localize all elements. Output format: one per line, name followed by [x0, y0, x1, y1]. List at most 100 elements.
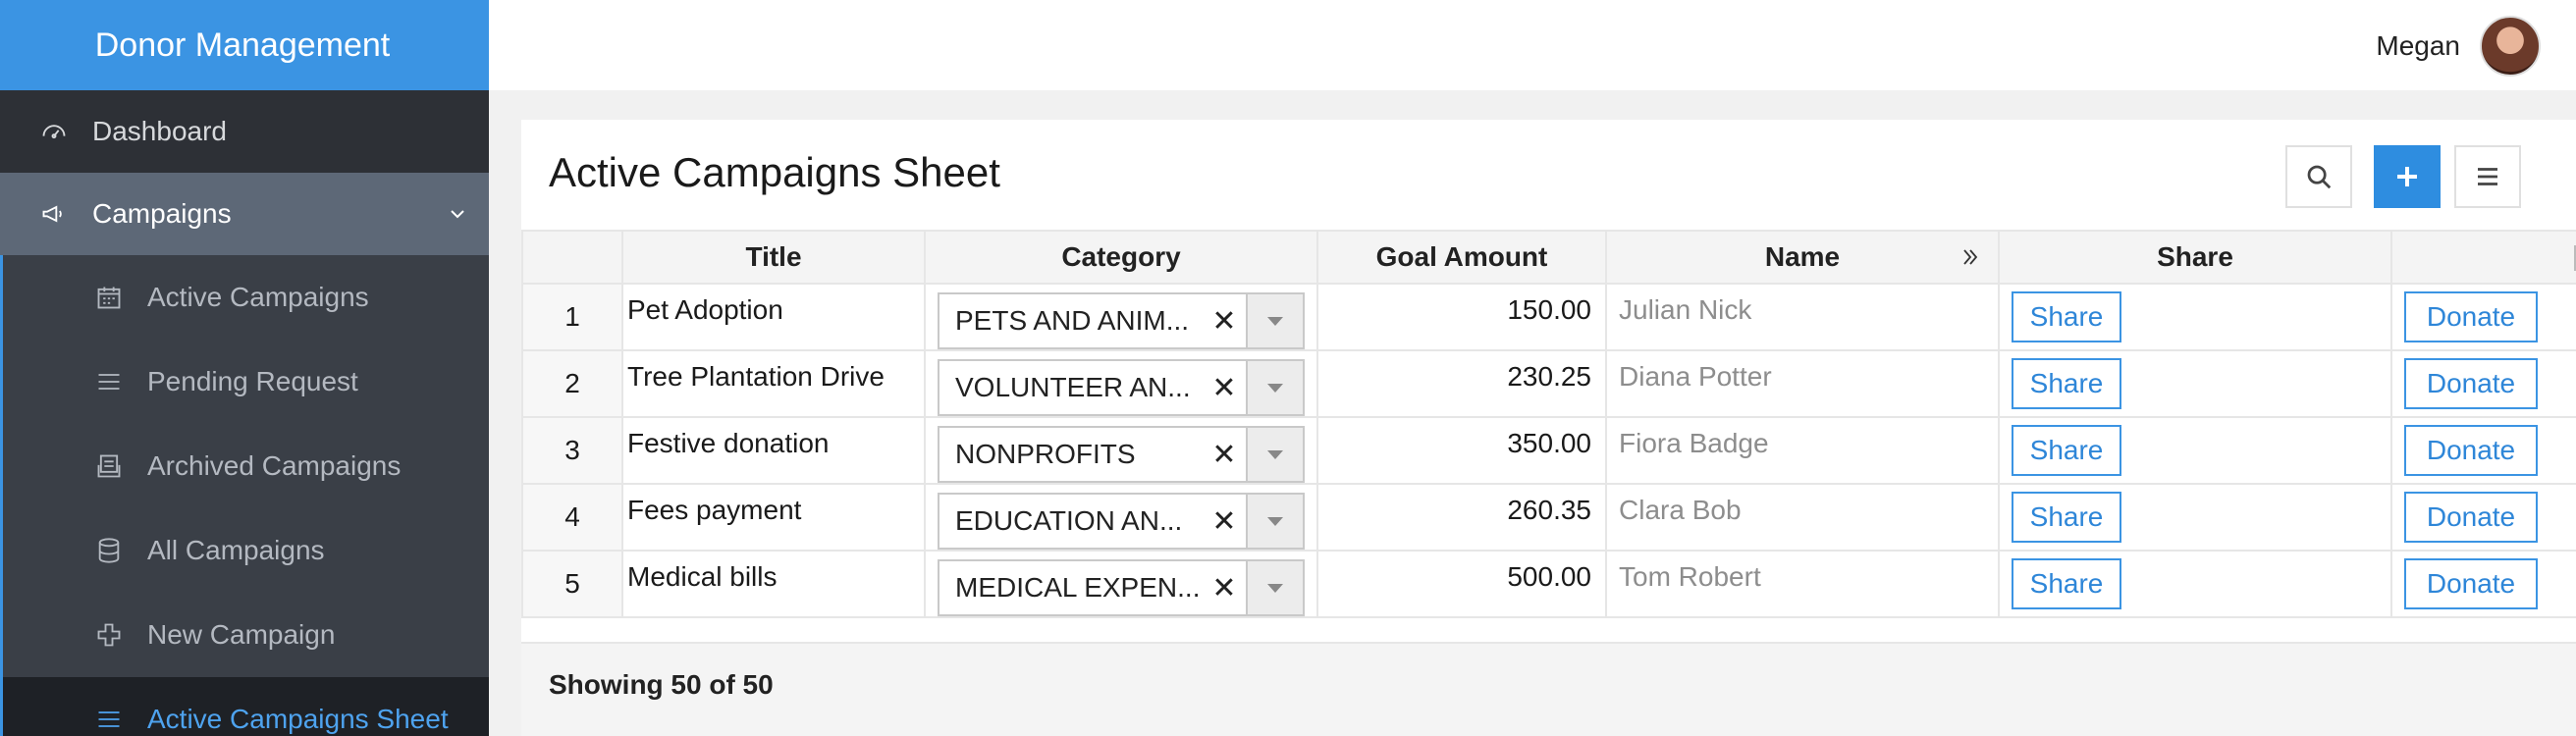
- share-cell: Share: [1998, 283, 2392, 351]
- goal-amount-cell[interactable]: 150.00: [1316, 283, 1607, 351]
- database-icon: [94, 536, 124, 565]
- category-select[interactable]: EDUCATION AN... ✕: [938, 493, 1305, 550]
- clear-icon[interactable]: ✕: [1211, 504, 1237, 538]
- list-icon: [94, 367, 124, 396]
- dropdown-toggle[interactable]: [1246, 361, 1303, 414]
- user-menu[interactable]: Megan: [2376, 16, 2541, 77]
- donate-button[interactable]: Donate: [2404, 291, 2538, 342]
- sidebar-item-active-campaigns[interactable]: Active Campaigns: [3, 255, 489, 340]
- add-icon: [2397, 167, 2417, 186]
- sidebar: Donor Management Dashboard Campaigns Act…: [0, 0, 489, 736]
- column-header-share[interactable]: Share: [1998, 230, 2392, 285]
- archive-icon: [94, 451, 124, 481]
- clear-icon[interactable]: ✕: [1211, 438, 1237, 471]
- table-row[interactable]: 1 Pet Adoption PETS AND ANIM... ✕ 150.00…: [521, 283, 2576, 351]
- dropdown-toggle[interactable]: [1246, 495, 1303, 548]
- sidebar-item-label: Active Campaigns Sheet: [147, 704, 449, 734]
- name-cell[interactable]: Julian Nick: [1605, 283, 2000, 351]
- sidebar-item-new-campaign[interactable]: New Campaign: [3, 593, 489, 677]
- title-cell[interactable]: Tree Plantation Drive: [621, 349, 926, 418]
- column-header-name[interactable]: Name: [1605, 230, 2000, 285]
- table-row[interactable]: 5 Medical bills MEDICAL EXPEN... ✕ 500.0…: [521, 550, 2576, 618]
- share-button[interactable]: Share: [2012, 425, 2121, 476]
- name-cell[interactable]: Fiora Badge: [1605, 416, 2000, 485]
- search-icon: [2307, 165, 2332, 189]
- sidebar-item-active-campaigns-sheet[interactable]: Active Campaigns Sheet: [3, 677, 489, 736]
- category-cell: NONPROFITS ✕: [924, 416, 1318, 485]
- list-icon: [94, 705, 124, 734]
- name-cell[interactable]: Clara Bob: [1605, 483, 2000, 552]
- share-button[interactable]: Share: [2012, 558, 2121, 609]
- campaigns-grid: Title Category Goal Amount Name Share 1 …: [521, 230, 2576, 618]
- sidebar-item-archived-campaigns[interactable]: Archived Campaigns: [3, 424, 489, 508]
- donate-button[interactable]: Donate: [2404, 558, 2538, 609]
- title-cell[interactable]: Medical bills: [621, 550, 926, 618]
- category-select[interactable]: PETS AND ANIM... ✕: [938, 292, 1305, 349]
- caret-down-icon: [1267, 583, 1283, 593]
- column-header-index: [521, 230, 623, 285]
- sidebar-item-label: Archived Campaigns: [147, 450, 402, 481]
- sidebar-item-all-campaigns[interactable]: All Campaigns: [3, 508, 489, 593]
- user-name: Megan: [2376, 30, 2460, 61]
- category-cell: MEDICAL EXPEN... ✕: [924, 550, 1318, 618]
- row-index: 2: [521, 349, 623, 418]
- caret-down-icon: [1267, 316, 1283, 326]
- column-header-category[interactable]: Category: [924, 230, 1318, 285]
- clear-icon[interactable]: ✕: [1211, 571, 1237, 605]
- sidebar-item-campaigns[interactable]: Campaigns: [0, 173, 489, 255]
- title-cell[interactable]: Pet Adoption: [621, 283, 926, 351]
- row-index: 3: [521, 416, 623, 485]
- megaphone-icon: [39, 199, 69, 229]
- share-button[interactable]: Share: [2012, 492, 2121, 543]
- sidebar-item-pending-request[interactable]: Pending Request: [3, 340, 489, 424]
- table-row[interactable]: 4 Fees payment EDUCATION AN... ✕ 260.35 …: [521, 483, 2576, 552]
- column-resize-handle[interactable]: [2574, 245, 2576, 271]
- avatar[interactable]: [2480, 16, 2541, 77]
- title-cell[interactable]: Fees payment: [621, 483, 926, 552]
- share-button[interactable]: Share: [2012, 358, 2121, 409]
- dropdown-toggle[interactable]: [1246, 561, 1303, 614]
- share-cell: Share: [1998, 483, 2392, 552]
- table-row[interactable]: 3 Festive donation NONPROFITS ✕ 350.00 F…: [521, 416, 2576, 485]
- goal-amount-cell[interactable]: 500.00: [1316, 550, 1607, 618]
- sidebar-item-label: Campaigns: [92, 198, 232, 229]
- add-button[interactable]: [2374, 145, 2441, 208]
- category-select[interactable]: VOLUNTEER AN... ✕: [938, 359, 1305, 416]
- category-select[interactable]: NONPROFITS ✕: [938, 426, 1305, 483]
- category-value: PETS AND ANIM...: [955, 305, 1190, 336]
- name-cell[interactable]: Diana Potter: [1605, 349, 2000, 418]
- table-row[interactable]: 2 Tree Plantation Drive VOLUNTEER AN... …: [521, 349, 2576, 418]
- chevrons-right-icon[interactable]: [1959, 245, 1982, 269]
- menu-button[interactable]: [2454, 145, 2521, 208]
- donate-cell: Donate: [2390, 283, 2576, 351]
- goal-amount-cell[interactable]: 230.25: [1316, 349, 1607, 418]
- search-button[interactable]: [2285, 145, 2352, 208]
- column-header-goal-amount[interactable]: Goal Amount: [1316, 230, 1607, 285]
- donate-button[interactable]: Donate: [2404, 358, 2538, 409]
- donate-button[interactable]: Donate: [2404, 492, 2538, 543]
- sidebar-item-dashboard[interactable]: Dashboard: [0, 90, 489, 173]
- dropdown-toggle[interactable]: [1246, 428, 1303, 481]
- clear-icon[interactable]: ✕: [1211, 304, 1237, 338]
- donate-button[interactable]: Donate: [2404, 425, 2538, 476]
- caret-down-icon: [1267, 449, 1283, 459]
- category-cell: PETS AND ANIM... ✕: [924, 283, 1318, 351]
- category-value: MEDICAL EXPEN...: [955, 572, 1201, 603]
- sidebar-item-label: New Campaign: [147, 619, 336, 650]
- row-index: 4: [521, 483, 623, 552]
- donate-cell: Donate: [2390, 416, 2576, 485]
- sidebar-item-label: Pending Request: [147, 366, 358, 396]
- column-header-title[interactable]: Title: [621, 230, 926, 285]
- name-cell[interactable]: Tom Robert: [1605, 550, 2000, 618]
- share-button[interactable]: Share: [2012, 291, 2121, 342]
- goal-amount-cell[interactable]: 260.35: [1316, 483, 1607, 552]
- category-value: NONPROFITS: [955, 439, 1136, 469]
- caret-down-icon: [1267, 516, 1283, 526]
- category-cell: EDUCATION AN... ✕: [924, 483, 1318, 552]
- chevron-down-icon[interactable]: [446, 202, 469, 226]
- dropdown-toggle[interactable]: [1246, 294, 1303, 347]
- clear-icon[interactable]: ✕: [1211, 371, 1237, 404]
- category-select[interactable]: MEDICAL EXPEN... ✕: [938, 559, 1305, 616]
- title-cell[interactable]: Festive donation: [621, 416, 926, 485]
- goal-amount-cell[interactable]: 350.00: [1316, 416, 1607, 485]
